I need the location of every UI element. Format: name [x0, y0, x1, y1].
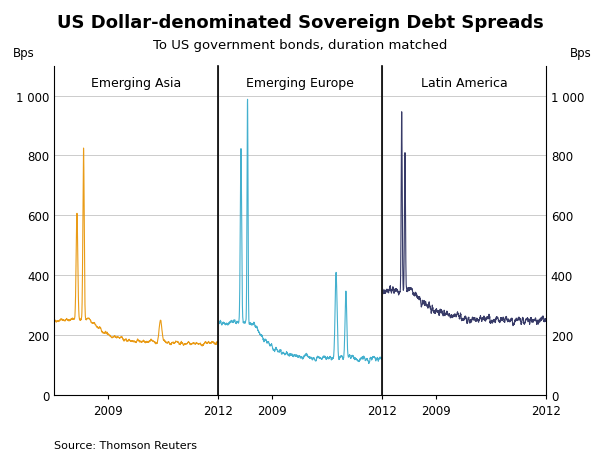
Text: Source: Thomson Reuters: Source: Thomson Reuters [54, 440, 197, 450]
Text: Latin America: Latin America [421, 76, 508, 90]
Text: Bps: Bps [570, 47, 592, 60]
Text: To US government bonds, duration matched: To US government bonds, duration matched [153, 39, 447, 52]
Text: Emerging Asia: Emerging Asia [91, 76, 181, 90]
Text: US Dollar-denominated Sovereign Debt Spreads: US Dollar-denominated Sovereign Debt Spr… [56, 14, 544, 32]
Text: Bps: Bps [13, 47, 35, 60]
Text: Emerging Europe: Emerging Europe [246, 76, 354, 90]
